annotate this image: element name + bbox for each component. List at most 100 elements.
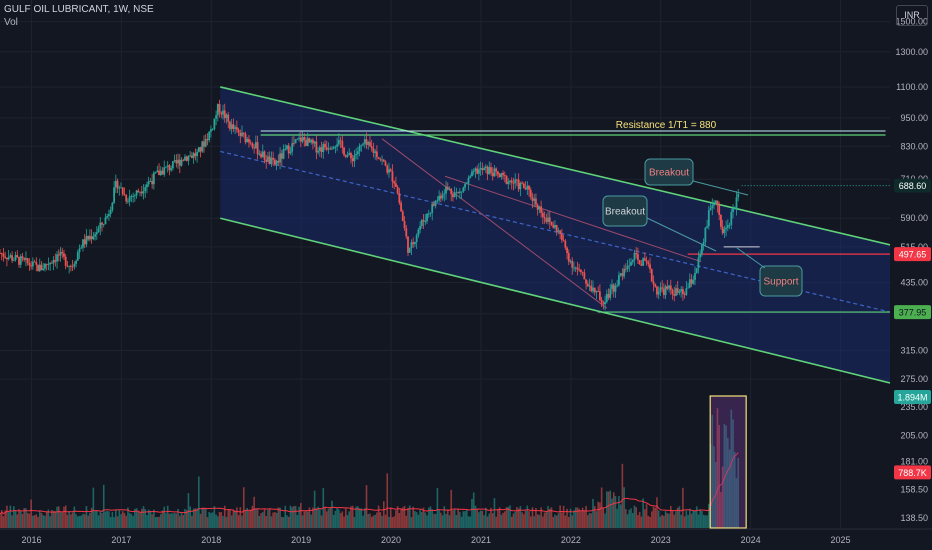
candle-body	[246, 138, 249, 143]
diagonal-trendline[interactable]	[444, 175, 702, 263]
candle-body	[535, 198, 537, 205]
candle-body	[441, 194, 444, 199]
volume-bar	[374, 514, 376, 528]
volume-bar	[476, 508, 478, 528]
candle-body	[189, 155, 192, 157]
candle-body	[448, 188, 451, 190]
volume-bar	[268, 508, 271, 528]
volume-bar	[554, 514, 556, 528]
diagonal-trendline[interactable]	[381, 138, 608, 309]
volume-bar	[661, 514, 663, 528]
price-tick-label: 275.00	[900, 374, 928, 384]
volume-bar	[87, 515, 89, 528]
volume-bar	[96, 510, 98, 528]
candle-body	[579, 269, 582, 272]
volume-bar	[249, 509, 252, 528]
volume-bar	[89, 512, 91, 528]
candle-body	[308, 138, 311, 143]
candle-body	[265, 159, 268, 162]
candle-body	[661, 287, 664, 289]
currency-button[interactable]: INR	[896, 5, 928, 26]
volume-bar	[647, 515, 650, 528]
volume-bar	[189, 506, 191, 528]
volume-bar	[436, 487, 439, 528]
volume-bar	[621, 463, 624, 528]
volume-bar	[733, 451, 736, 528]
candle-body	[477, 169, 480, 174]
volume-bar	[626, 514, 629, 528]
volume-bar	[485, 507, 487, 528]
candle-body	[664, 286, 667, 296]
callout-pointer	[646, 217, 717, 252]
volume-bar	[441, 515, 444, 528]
volume-bar	[334, 510, 337, 528]
volume-bar	[146, 515, 148, 528]
volume-bar	[708, 503, 710, 528]
volume-bar	[284, 505, 287, 528]
candle-body	[220, 112, 223, 115]
volume-bar	[730, 409, 733, 528]
candle-body	[476, 168, 479, 174]
candle-body	[152, 172, 155, 185]
candle-body	[253, 147, 256, 149]
volume-bar	[71, 512, 74, 528]
candle-body	[697, 257, 700, 269]
breakout-callout-mid-box[interactable]	[602, 195, 648, 227]
candle-body	[372, 148, 375, 153]
candle-body	[156, 170, 159, 173]
candle-body	[194, 153, 197, 157]
volume-bar	[149, 510, 152, 528]
volume-bar	[51, 509, 53, 528]
candle-body	[637, 254, 639, 261]
last-volume-tag: 1.894M	[894, 390, 931, 404]
volume-bar	[306, 511, 309, 528]
volume-bar	[33, 515, 36, 528]
volume-bar	[471, 499, 473, 528]
candle-body	[488, 167, 491, 175]
candle-body	[595, 291, 598, 293]
volume-bar	[604, 513, 606, 528]
volume-bar	[242, 487, 245, 528]
breakout-callout-top-box[interactable]	[644, 158, 694, 186]
candle-body	[695, 268, 698, 273]
candle-body	[687, 287, 689, 289]
candle-body	[210, 129, 212, 132]
volume-highlight-box[interactable]	[709, 395, 747, 529]
candle-body	[469, 176, 472, 178]
candle-body	[111, 202, 114, 211]
candle-body	[643, 258, 646, 261]
candle-body	[284, 148, 287, 150]
volume-bar	[533, 516, 536, 528]
candle-body	[312, 139, 314, 144]
candle-body	[50, 262, 53, 264]
candle-body	[408, 248, 411, 253]
candle-body	[353, 155, 356, 162]
candle-body	[628, 265, 631, 267]
volume-bar	[137, 511, 140, 528]
support-callout-box[interactable]	[759, 265, 803, 297]
channel-upper-line[interactable]	[220, 86, 891, 246]
candle-body	[332, 146, 335, 149]
channel-mid-dashed-line[interactable]	[220, 150, 891, 313]
volume-bar	[350, 506, 352, 528]
candle-body	[398, 193, 401, 203]
volume-bar	[402, 507, 404, 528]
volume-bar	[332, 514, 335, 528]
volume-bar	[675, 511, 677, 528]
candle-body	[723, 229, 726, 234]
candle-body	[40, 264, 43, 270]
volume-bar	[685, 510, 688, 528]
callout-pointer	[736, 247, 766, 269]
channel-lower-line[interactable]	[220, 217, 891, 384]
volume-bar	[211, 512, 214, 528]
candle-body	[650, 269, 653, 282]
volume-bar	[721, 466, 724, 528]
volume-bar	[524, 510, 527, 528]
volume-bar	[315, 508, 318, 528]
volume-bar	[153, 509, 155, 528]
volume-bar	[422, 507, 425, 528]
candle-body	[139, 191, 141, 193]
candle-body	[208, 131, 211, 141]
candle-body	[429, 213, 432, 214]
